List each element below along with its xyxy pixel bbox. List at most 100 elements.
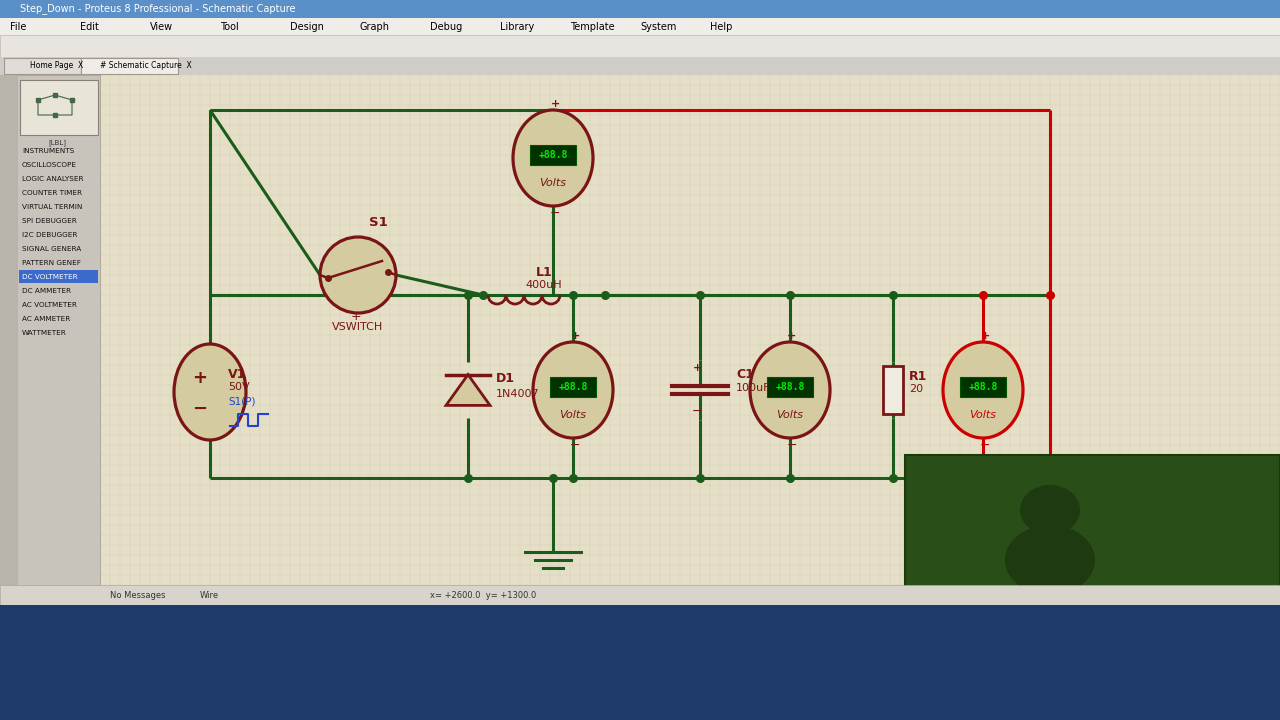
Text: +88.8: +88.8 [968,382,997,392]
Bar [20,80,99,135]
Text: +: + [787,331,796,341]
Bar [19,186,99,199]
Text: +: + [692,363,701,373]
Bar [0,35,1280,57]
Bar [19,200,99,213]
Text: Home Page  X: Home Page X [29,61,83,71]
Text: No Messages: No Messages [110,590,165,600]
Text: VSWITCH: VSWITCH [333,322,384,332]
Text: −: − [691,405,703,418]
Text: Volts: Volts [539,178,567,188]
Bar [19,270,99,283]
Text: File: File [10,22,27,32]
Text: S1: S1 [369,217,388,230]
Bar [0,57,1280,75]
Text: 50V: 50V [228,382,250,392]
Text: S1(P): S1(P) [228,397,256,407]
Text: −: − [570,438,580,451]
Text: LOGIC ANALYSER: LOGIC ANALYSER [22,176,83,182]
Text: [LBL]: [LBL] [49,140,67,146]
Text: VIRTUAL TERMIN: VIRTUAL TERMIN [22,204,82,210]
Text: Debug: Debug [430,22,462,32]
Bar [19,312,99,325]
Text: Volts: Volts [969,410,997,420]
Text: +: + [192,369,207,387]
Text: Volts: Volts [777,410,804,420]
Bar [0,585,1280,605]
Text: View: View [150,22,173,32]
Text: Step_Down - Proteus 8 Professional - Schematic Capture: Step_Down - Proteus 8 Professional - Sch… [20,4,296,14]
Text: COUNTER TIMER: COUNTER TIMER [22,190,82,196]
Ellipse shape [320,237,396,313]
Text: D1: D1 [497,372,515,384]
Ellipse shape [174,344,246,440]
Bar [905,455,1280,720]
Ellipse shape [513,110,593,206]
Text: +88.8: +88.8 [776,382,805,392]
Text: +: + [571,331,580,341]
Text: Template: Template [570,22,614,32]
Text: 100uF: 100uF [736,383,771,393]
Text: +88.8: +88.8 [558,382,588,392]
FancyBboxPatch shape [81,58,178,74]
Text: SPI DEBUGGER: SPI DEBUGGER [22,218,77,224]
Text: Design: Design [291,22,324,32]
Bar [19,158,99,171]
Text: +: + [550,99,559,109]
Text: Tool: Tool [220,22,239,32]
Bar [19,284,99,297]
Bar [19,242,99,255]
Bar [0,18,1280,35]
Text: AC VOLTMETER: AC VOLTMETER [22,302,77,308]
Text: 1N4007: 1N4007 [497,389,540,399]
Text: +88.8: +88.8 [539,150,568,160]
Text: +: + [980,331,989,341]
Bar [19,172,99,185]
Text: System: System [640,22,676,32]
Bar [19,214,99,227]
Text: WATTMETER: WATTMETER [22,330,67,336]
Text: PATTERN GENEF: PATTERN GENEF [22,260,81,266]
Text: −: − [192,400,207,418]
Bar [19,144,99,157]
Text: 400uH: 400uH [526,280,562,290]
Text: Library: Library [500,22,534,32]
FancyBboxPatch shape [960,377,1006,397]
Text: 20: 20 [909,384,923,394]
Polygon shape [445,374,490,405]
Text: Edit: Edit [79,22,99,32]
Text: Volts: Volts [559,410,586,420]
Text: INSTRUMENTS: INSTRUMENTS [22,148,74,154]
Text: OSCILLOSCOPE: OSCILLOSCOPE [22,162,77,168]
Text: I2C DEBUGGER: I2C DEBUGGER [22,232,77,238]
Text: V1: V1 [228,367,246,380]
Text: Graph: Graph [360,22,390,32]
Text: AC AMMETER: AC AMMETER [22,316,70,322]
Ellipse shape [750,342,829,438]
Text: +: + [351,310,361,323]
Text: −: − [549,207,561,220]
FancyBboxPatch shape [550,377,596,397]
Bar [0,0,1280,18]
FancyBboxPatch shape [4,58,81,74]
Bar [19,326,99,339]
Text: x= +2600.0  y= +1300.0: x= +2600.0 y= +1300.0 [430,590,536,600]
Bar [19,228,99,241]
Bar [0,75,18,585]
Ellipse shape [943,342,1023,438]
Text: L1: L1 [535,266,553,279]
Ellipse shape [1005,525,1094,595]
Text: SIGNAL GENERA: SIGNAL GENERA [22,246,81,252]
FancyBboxPatch shape [530,145,576,165]
Bar [19,298,99,311]
Text: # Schematic Capture  X: # Schematic Capture X [100,61,192,71]
Text: DC VOLTMETER: DC VOLTMETER [22,274,78,280]
Bar [19,256,99,269]
Text: DC AMMETER: DC AMMETER [22,288,70,294]
Text: C1: C1 [736,369,754,382]
Text: Wire: Wire [200,590,219,600]
Text: R1: R1 [909,369,928,382]
Bar [0,75,100,585]
Ellipse shape [1020,485,1080,535]
Ellipse shape [532,342,613,438]
